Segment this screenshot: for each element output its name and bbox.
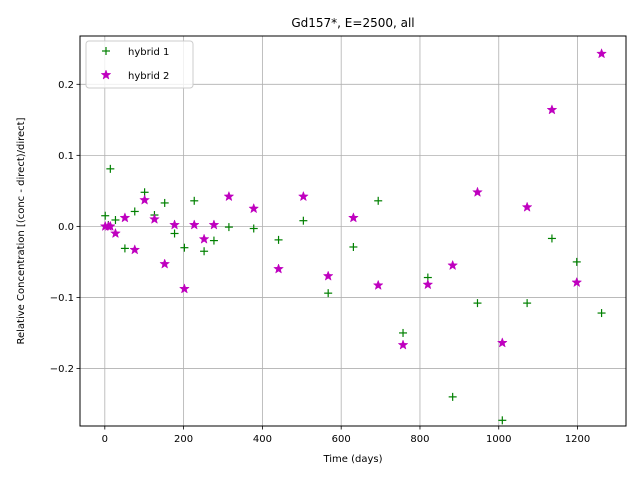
plus-point [200,247,209,256]
plus-point [224,223,233,232]
y-tick-label: −0.1 [50,293,74,304]
star-point [521,201,533,212]
x-tick-label: 0 [102,434,108,445]
y-tick-label: 0.1 [58,151,74,162]
plus-point [111,215,120,224]
star-point [208,219,220,230]
star-point [139,194,151,205]
legend-plus-marker [102,47,110,55]
legend-box [85,40,194,89]
plus-point [498,416,507,425]
star-point [472,186,483,197]
plus-point [170,229,179,238]
star-point [546,104,558,115]
star-point [119,212,131,223]
y-axis-label: Relative Concentration [(conc - direct)/… [16,117,27,344]
plus-point [448,392,457,401]
y-axis: −0.2 −0.1 0.0 0.1 0.2 [50,80,80,375]
plus-point [299,216,308,225]
plus-point [209,236,218,245]
star-point [372,279,384,290]
star-point [159,258,171,269]
legend-label-hybrid-2: hybrid 2 [128,71,169,82]
star-point [178,283,190,294]
legend-label-hybrid-1: hybrid 1 [128,47,169,58]
x-axis-label: Time (days) [322,454,382,465]
plus-point [274,235,283,244]
plus-point [249,224,258,233]
plus-point [130,207,139,216]
y-tick-label: −0.2 [50,364,74,375]
star-point [273,263,284,274]
star-point [571,276,583,288]
y-tick-label: 0.0 [58,222,74,233]
legend-star-marker [100,69,112,80]
plus-point [399,328,408,337]
plus-point [101,211,110,220]
legend: hybrid 1 hybrid 2 [85,40,194,89]
star-point [596,48,608,59]
star-point [188,219,200,230]
star-point [104,220,116,232]
star-point [110,227,121,239]
plot-area [79,35,627,427]
star-point [347,212,359,223]
star-point [447,259,459,271]
plus-point [324,289,333,298]
chart-title: Gd157*, E=2500, all [291,16,414,30]
star-point [322,270,334,281]
x-tick-label: 1000 [486,434,511,445]
plus-point [523,299,532,308]
star-point [129,244,141,255]
x-tick-label: 800 [410,434,429,445]
y-tick-label: 0.2 [58,80,74,91]
grid [80,36,626,426]
plus-point [374,196,383,205]
star-point [297,190,309,202]
x-axis: 0 200 400 600 800 1000 1200 [102,426,590,445]
plus-point [349,242,358,251]
x-tick-label: 1200 [565,434,590,445]
plus-point [473,299,482,308]
star-point [496,337,508,348]
star-point [223,190,235,202]
star-point [422,278,434,290]
star-point [149,213,160,224]
plus-point [120,244,129,253]
data-points [99,48,608,425]
x-tick-label: 400 [253,434,272,445]
plus-point [190,196,199,205]
x-tick-label: 600 [332,434,351,445]
plus-point [180,243,189,252]
plus-point [106,164,115,173]
plus-point [572,257,581,266]
star-point [397,339,409,350]
star-point [248,202,260,214]
legend-marker-hybrid-1 [102,47,110,55]
star-point [198,233,210,244]
x-tick-label: 200 [174,434,193,445]
plus-point [547,234,556,243]
plus-point [597,309,606,318]
series-2 [99,48,608,350]
star-point [169,219,180,230]
legend-marker-hybrid-2 [100,69,112,80]
plus-point [160,198,169,207]
